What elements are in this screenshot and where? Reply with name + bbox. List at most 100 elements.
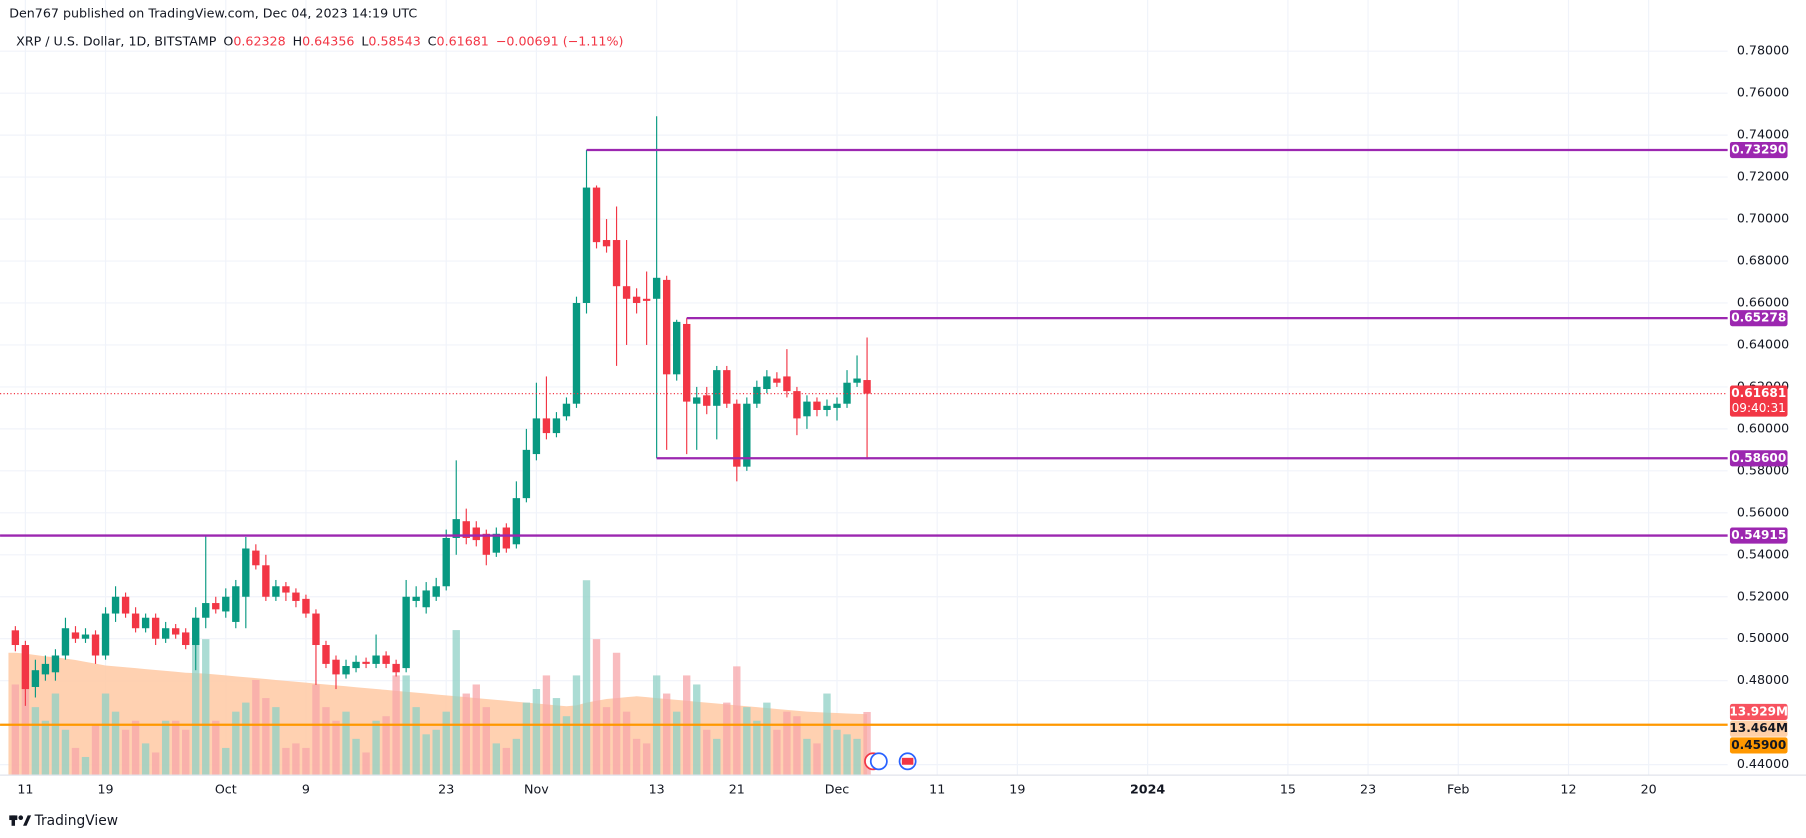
volume-bar (272, 707, 280, 776)
candle-body (212, 603, 220, 610)
legend-high-label: H (293, 33, 303, 48)
candle-body (282, 586, 290, 593)
volume-bar (352, 738, 360, 776)
volume-bar (442, 711, 450, 776)
legend-open: 0.62328 (233, 33, 285, 48)
candle-body (492, 533, 501, 553)
y-tick-label: 0.64000 (1737, 336, 1789, 351)
candle-body (803, 401, 811, 417)
volume-bar (422, 734, 430, 776)
volume-bar (382, 716, 390, 776)
candle-body (402, 596, 410, 669)
candle-body (813, 401, 821, 411)
volume-bar (372, 720, 380, 776)
volume-bar (472, 684, 480, 776)
volume-bar (302, 747, 310, 776)
volume-bar (522, 702, 531, 776)
footer-logo (9, 815, 32, 826)
volume-bar (532, 689, 541, 776)
volume-bar (733, 666, 741, 776)
candle-body (182, 632, 190, 646)
candle-body (542, 418, 551, 434)
candle-body (121, 596, 130, 614)
candle-body (41, 663, 50, 675)
volume-bar (452, 630, 460, 776)
candle-body (743, 403, 751, 467)
legend: XRP / U.S. Dollar, 1D, BITSTAMP O0.62328 H… (16, 33, 623, 48)
x-tick-label: 9 (302, 782, 310, 797)
candle-body (302, 598, 310, 614)
candle-body (111, 596, 120, 614)
volume-bar (813, 743, 821, 776)
volume-bar (482, 707, 490, 776)
candle-body (612, 240, 621, 287)
candle-body (272, 586, 280, 597)
volume-bar (202, 639, 210, 776)
logo-part (23, 815, 32, 826)
footer: TradingView (34, 813, 118, 829)
candle-body (793, 391, 801, 419)
candle-body (502, 527, 511, 549)
volume-bar (101, 693, 110, 776)
volume-bar (773, 729, 781, 776)
legend-low: 0.58543 (368, 33, 420, 48)
x-tick-label: 2024 (1130, 782, 1165, 797)
x-tick-label: 21 (729, 782, 745, 797)
candle-body (562, 403, 571, 417)
volume-bar (161, 720, 170, 776)
level-label-bg (1729, 527, 1788, 544)
candle-body (382, 655, 390, 664)
legend-close-label: C (428, 33, 437, 48)
candle-body (61, 628, 70, 656)
volume-bar (222, 747, 230, 776)
x-tick-label: Nov (524, 782, 549, 797)
volume-bar (462, 693, 470, 776)
volume-ma-label-bg (1729, 720, 1788, 737)
event-icon (869, 752, 888, 771)
volume-bar (111, 711, 120, 776)
countdown: 09:40:31 (1732, 401, 1786, 415)
candle-body (552, 418, 561, 434)
volume-bar (582, 580, 591, 776)
candle-body (81, 634, 90, 639)
y-tick-label: 0.48000 (1737, 672, 1789, 687)
candle-body (171, 628, 180, 635)
logo-part (11, 815, 16, 826)
candle-body (412, 596, 420, 601)
plot-layer: 0.44000 0.48000 0.50000 0.52000 0.54000 0.560… (0, 0, 1789, 797)
volume-bar (151, 752, 160, 776)
volume-bar (342, 711, 350, 776)
y-tick-label: 0.68000 (1737, 253, 1789, 268)
last-price-label-bg (1729, 385, 1788, 417)
candle-body (51, 655, 60, 673)
volume-bar (91, 725, 100, 776)
volume-bar (833, 729, 841, 776)
volume-bar (632, 738, 641, 776)
y-tick-label: 0.76000 (1737, 85, 1789, 100)
candle-body (422, 590, 430, 608)
volume-bar (292, 743, 300, 776)
legend-change: −0.00691 (−1.11%) (496, 33, 624, 48)
x-tick-label: 15 (1280, 782, 1296, 797)
level-label-bg (1729, 450, 1788, 467)
y-tick-label: 0.52000 (1737, 588, 1789, 603)
candle-body (622, 286, 631, 299)
volume-bar (562, 716, 571, 776)
volume-bar (502, 747, 511, 776)
x-tick-label: 13 (649, 782, 665, 797)
candle-body (262, 565, 270, 597)
candle-body (202, 603, 210, 618)
legend-symbol: XRP / U.S. Dollar, 1D, BITSTAMP (16, 33, 217, 48)
legend-high: 0.64356 (302, 33, 354, 48)
volume-bar (31, 707, 40, 776)
volume-bar (703, 729, 711, 776)
candle-body (232, 586, 240, 622)
volume-bar (51, 693, 60, 776)
candle-body (322, 645, 330, 664)
candle-body (602, 240, 611, 247)
volume-bar (803, 738, 811, 776)
candle-body (352, 661, 360, 669)
level-label: 0.65278 (1731, 311, 1786, 325)
